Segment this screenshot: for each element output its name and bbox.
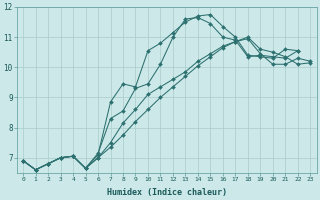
X-axis label: Humidex (Indice chaleur): Humidex (Indice chaleur): [107, 188, 227, 197]
